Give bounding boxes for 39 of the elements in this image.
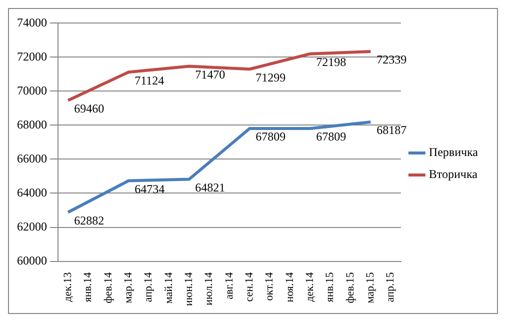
data-label: 71124 [134, 73, 164, 88]
y-tick-label: 66000 [17, 151, 47, 166]
data-label: 72198 [316, 55, 346, 69]
y-tick-label: 74000 [17, 15, 47, 30]
x-tick-label: фев.15 [344, 272, 356, 304]
data-label: 67809 [256, 130, 286, 144]
x-tick-label: фев.14 [102, 272, 114, 304]
x-tick-label: дек.13 [62, 272, 74, 302]
x-tick-label: авг.14 [223, 272, 236, 300]
x-tick-label: мар.15 [364, 272, 377, 304]
data-label: 67809 [316, 130, 346, 144]
data-label: 72339 [376, 52, 407, 67]
x-tick-label: ноя.14 [284, 272, 296, 302]
data-label: 71470 [195, 67, 226, 82]
y-tick-label: 62000 [17, 219, 47, 234]
x-tick-label: окт.14 [264, 272, 276, 301]
x-tick-label: янв.14 [82, 272, 94, 302]
data-label: 64821 [195, 180, 226, 194]
data-label: 68187 [376, 123, 407, 138]
data-label: 71299 [256, 70, 286, 84]
x-tick-label: июн.14 [183, 272, 196, 306]
x-tick-label: май.14 [162, 272, 175, 304]
y-tick-label: 72000 [17, 49, 47, 64]
x-tick-label: апр.15 [384, 272, 397, 302]
data-label: 62882 [74, 213, 104, 228]
x-tick-label: июл.14 [203, 272, 216, 306]
x-tick-label: янв.15 [324, 272, 336, 302]
data-label: 64734 [134, 182, 165, 196]
data-label: 69460 [74, 102, 104, 116]
x-tick-label: мар.14 [122, 272, 134, 304]
x-tick-label: дек.14 [304, 272, 316, 302]
y-tick-label: 70000 [17, 83, 47, 98]
x-tick-label: апр.14 [142, 272, 155, 302]
y-tick-label: 64000 [17, 185, 47, 200]
x-tick-label: сен.14 [244, 272, 256, 302]
legend-label: Первичка [428, 145, 479, 160]
y-tick-label: 60000 [17, 253, 47, 268]
legend-label: Вторичка [428, 167, 478, 182]
y-tick-label: 68000 [17, 117, 47, 132]
